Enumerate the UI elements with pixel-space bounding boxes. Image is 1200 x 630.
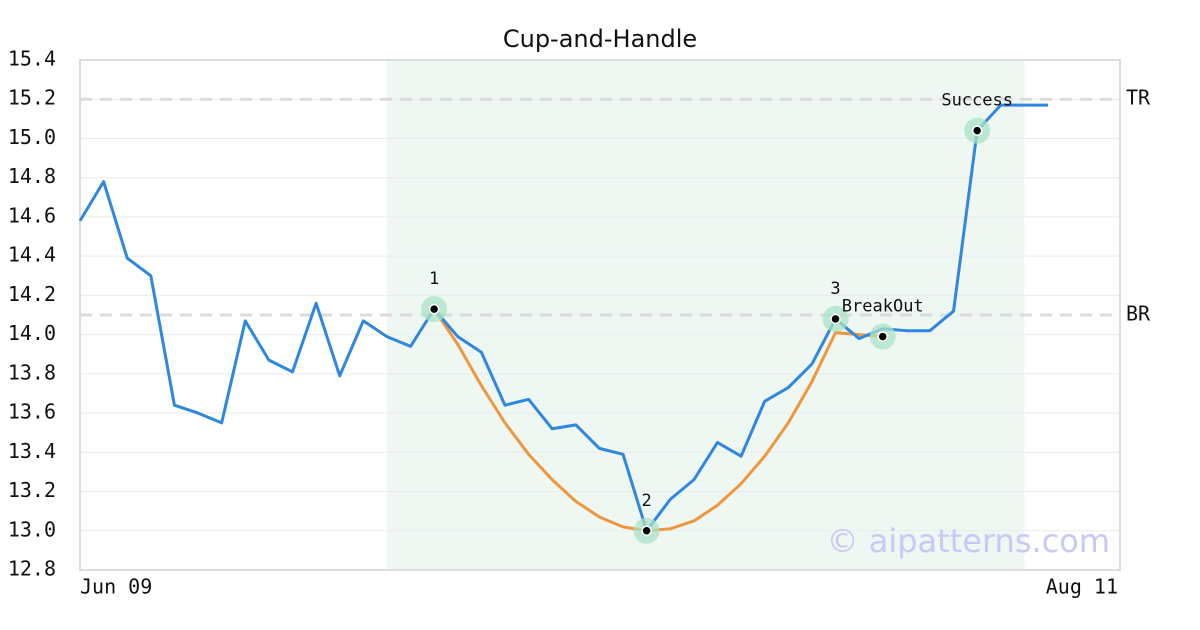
y-tick-label: 15.0 bbox=[8, 125, 56, 149]
y-tick-label: 14.4 bbox=[8, 243, 56, 267]
chart-title: Cup-and-Handle bbox=[503, 25, 697, 53]
y-tick-label: 14.8 bbox=[8, 164, 56, 188]
marker-label: BreakOut bbox=[842, 297, 924, 317]
y-tick-label: 15.4 bbox=[8, 47, 56, 71]
y-tick-label: 13.2 bbox=[8, 478, 56, 502]
y-tick-label: 14.2 bbox=[8, 282, 56, 306]
x-tick-label: Aug 11 bbox=[1046, 575, 1118, 599]
watermark: © aipatterns.com bbox=[827, 522, 1110, 560]
y-tick-label: 13.4 bbox=[8, 439, 56, 463]
y-tick-label: 13.0 bbox=[8, 517, 56, 541]
marker-label: 3 bbox=[830, 279, 840, 299]
marker-label: 2 bbox=[642, 491, 652, 511]
marker-dot bbox=[641, 525, 652, 537]
marker-dot bbox=[428, 303, 440, 315]
y-tick-label: 12.8 bbox=[8, 557, 56, 581]
plot-frame bbox=[79, 59, 1121, 571]
marker-dot bbox=[877, 331, 888, 342]
marker-dot bbox=[971, 125, 983, 136]
marker-label: Success bbox=[941, 91, 1013, 111]
y-tick-label: 14.6 bbox=[8, 203, 56, 227]
level-label: BR bbox=[1126, 302, 1151, 326]
x-tick-label: Jun 09 bbox=[80, 575, 152, 599]
level-label: TR bbox=[1126, 86, 1151, 110]
marker-label: 1 bbox=[429, 269, 439, 289]
y-tick-label: 14.0 bbox=[8, 321, 56, 345]
y-tick-label: 13.6 bbox=[8, 400, 56, 424]
y-tick-label: 15.2 bbox=[8, 86, 56, 110]
marker-dot bbox=[830, 313, 841, 325]
y-tick-label: 13.8 bbox=[8, 360, 56, 384]
